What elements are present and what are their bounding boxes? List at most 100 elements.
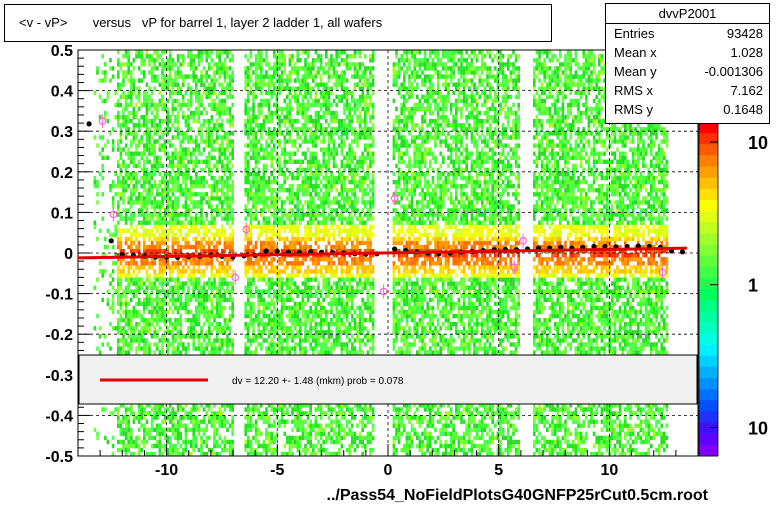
heatmap-cell — [338, 204, 341, 209]
heatmap-cell — [158, 236, 162, 242]
heatmap-cell — [145, 253, 149, 258]
heatmap-cell — [275, 232, 279, 238]
heatmap-cell — [124, 427, 128, 432]
heatmap-cell — [260, 200, 263, 205]
heatmap-cell — [148, 350, 151, 355]
heatmap-cell — [270, 431, 273, 436]
heatmap-cell — [223, 70, 227, 75]
heatmap-cell — [283, 244, 286, 250]
heatmap-cell — [319, 431, 323, 436]
heatmap-cell — [267, 143, 271, 148]
heatmap-cell — [291, 289, 294, 294]
heatmap-cell — [132, 277, 136, 282]
heatmap-cell — [174, 224, 177, 229]
heatmap-cell — [137, 78, 141, 83]
heatmap-cell — [223, 435, 227, 441]
heatmap-cell — [143, 90, 146, 95]
heatmap-cell — [208, 151, 211, 156]
heatmap-cell — [283, 208, 286, 213]
heatmap-cell — [330, 74, 333, 79]
heatmap-cell — [200, 224, 203, 229]
heatmap-cell — [299, 411, 302, 416]
heatmap-cell — [249, 261, 253, 266]
heatmap-cell — [231, 94, 234, 100]
heatmap-cell — [161, 163, 164, 169]
heatmap-cell — [169, 322, 172, 327]
heatmap-cell — [288, 326, 292, 331]
heatmap-cell — [249, 309, 253, 315]
heatmap-cell — [119, 66, 123, 71]
heatmap-cell — [247, 167, 250, 173]
heatmap-cell — [215, 451, 219, 457]
heatmap-cell — [330, 131, 333, 136]
heatmap-cell — [340, 407, 344, 412]
heatmap-cell — [150, 407, 154, 412]
heatmap-cell — [280, 289, 284, 294]
heatmap-cell — [197, 419, 201, 424]
heatmap-cell — [213, 427, 216, 432]
heatmap-cell — [124, 435, 128, 441]
heatmap-cell — [189, 415, 193, 420]
heatmap-cell — [304, 58, 307, 63]
heatmap-cell — [148, 184, 151, 189]
heatmap-cell — [286, 350, 289, 355]
heatmap-cell — [161, 431, 164, 436]
heatmap-cell — [150, 151, 154, 156]
heatmap-cell — [304, 232, 307, 238]
heatmap-cell — [270, 301, 273, 307]
heatmap-cell — [127, 435, 130, 441]
heatmap-cell — [171, 192, 175, 197]
heatmap-cell — [293, 151, 297, 156]
heatmap-cell — [215, 257, 219, 262]
heatmap-cell — [174, 82, 177, 87]
heatmap-cell — [166, 277, 169, 282]
heatmap-cell — [306, 224, 310, 229]
heatmap-cell — [205, 192, 208, 197]
heatmap-cell — [202, 451, 206, 457]
heatmap-cell — [335, 62, 338, 67]
heatmap-cell — [283, 257, 286, 262]
heatmap-cell — [200, 123, 203, 128]
heatmap-cell — [340, 415, 344, 420]
heatmap-cell — [109, 232, 112, 238]
heatmap-cell — [314, 232, 318, 238]
heatmap-cell — [135, 147, 138, 152]
heatmap-cell — [187, 204, 190, 209]
heatmap-cell — [322, 265, 325, 270]
heatmap-cell — [163, 78, 167, 83]
heatmap-cell — [340, 240, 344, 246]
heatmap-cell — [163, 248, 167, 254]
heatmap-cell — [249, 123, 253, 128]
heatmap-cell — [163, 330, 167, 335]
heatmap-cell — [306, 98, 310, 104]
heatmap-cell — [257, 415, 260, 420]
heatmap-cell — [244, 269, 247, 274]
heatmap-cell — [143, 265, 146, 270]
heatmap-cell — [338, 427, 341, 432]
heatmap-cell — [249, 285, 253, 290]
heatmap-cell — [119, 163, 123, 169]
heatmap-cell — [322, 147, 325, 152]
heatmap-cell — [215, 159, 219, 164]
heatmap-cell — [153, 159, 156, 164]
heatmap-cell — [304, 285, 307, 290]
heatmap-cell — [192, 139, 195, 144]
heatmap-cell — [286, 127, 289, 132]
heatmap-cell — [117, 204, 120, 209]
heatmap-cell — [210, 139, 214, 144]
heatmap-cell — [200, 334, 203, 339]
heatmap-cell — [244, 167, 247, 173]
heatmap-cell — [124, 419, 128, 424]
heatmap-cell — [273, 240, 276, 246]
heatmap-cell — [309, 423, 312, 428]
heatmap-cell — [208, 171, 211, 177]
heatmap-cell — [195, 419, 198, 424]
heatmap-cell — [304, 447, 307, 453]
heatmap-cell — [179, 318, 182, 323]
heatmap-cell — [143, 74, 146, 79]
heatmap-cell — [288, 184, 292, 189]
heatmap-cell — [202, 244, 206, 250]
heatmap-cell — [127, 115, 130, 120]
heatmap-cell — [343, 78, 346, 83]
heatmap-cell — [205, 110, 208, 116]
